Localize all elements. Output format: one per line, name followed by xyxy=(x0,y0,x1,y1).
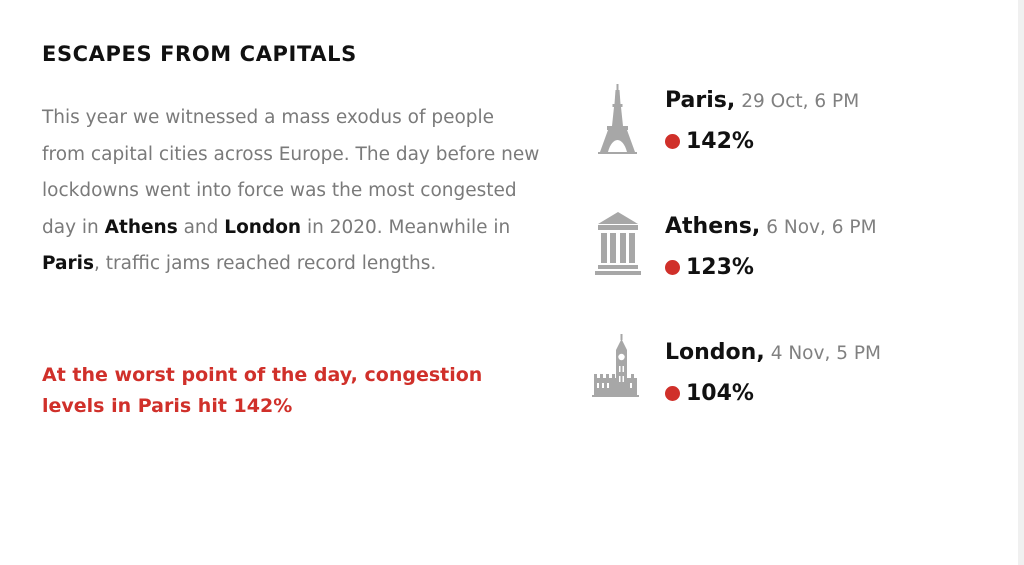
city-date: 29 Oct, 6 PM xyxy=(741,91,860,112)
city-row-london: London, 4 Nov, 5 PM 104% xyxy=(590,334,990,414)
highlight-text: At the worst point of the day, congestio… xyxy=(42,364,483,417)
red-dot-icon xyxy=(665,386,680,401)
intro-text-2: in 2020. Meanwhile in xyxy=(301,216,511,238)
red-dot-icon xyxy=(665,260,680,275)
city-row-athens: Athens, 6 Nov, 6 PM 123% xyxy=(590,208,990,288)
congestion-value: 104% xyxy=(686,381,754,406)
city-value-london: 104% xyxy=(665,379,754,409)
page-edge-divider xyxy=(1018,0,1024,565)
city-row-paris: Paris, 29 Oct, 6 PM 142% xyxy=(590,82,990,162)
eiffel-tower-icon xyxy=(590,82,646,158)
city-name: London xyxy=(665,340,757,365)
city-label-athens: Athens, 6 Nov, 6 PM xyxy=(665,214,877,239)
greek-temple-icon xyxy=(590,208,646,284)
city-date: 4 Nov, 5 PM xyxy=(770,343,881,364)
city-value-athens: 123% xyxy=(665,253,754,283)
red-dot-icon xyxy=(665,134,680,149)
congestion-value: 142% xyxy=(686,129,754,154)
intro-paris: Paris xyxy=(42,253,95,274)
intro-text-and: and xyxy=(177,216,225,238)
city-name: Paris xyxy=(665,88,727,113)
big-ben-icon xyxy=(590,334,646,410)
city-label-london: London, 4 Nov, 5 PM xyxy=(665,340,881,365)
intro-paragraph: This year we witnessed a mass exodus of … xyxy=(42,100,542,283)
intro-text-3: , traffic jams reached record lengths. xyxy=(94,253,437,274)
congestion-value: 123% xyxy=(686,255,754,280)
intro-text-1: This year we witnessed a mass exodus of … xyxy=(42,107,540,238)
city-name: Athens xyxy=(665,214,752,239)
page-title: ESCAPES FROM CAPITALS xyxy=(42,42,357,66)
intro-athens: Athens xyxy=(104,216,178,238)
intro-london: London xyxy=(224,216,302,238)
city-value-paris: 142% xyxy=(665,127,754,157)
city-label-paris: Paris, 29 Oct, 6 PM xyxy=(665,88,860,113)
city-date: 6 Nov, 6 PM xyxy=(766,217,877,238)
